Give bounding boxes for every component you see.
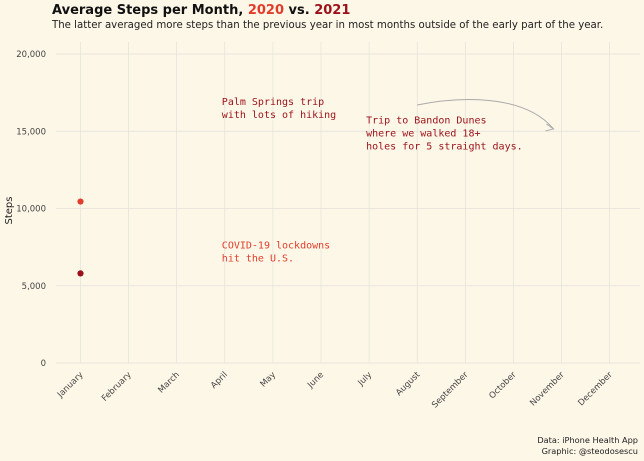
title-year-2021: 2021: [314, 3, 351, 18]
data-point-2020: [77, 198, 84, 205]
x-tick-label: June: [305, 370, 326, 391]
annotation-line: Palm Springs trip: [222, 97, 324, 108]
y-tick-label: 10,000: [16, 205, 46, 215]
annotation-arrow: [417, 99, 554, 130]
mark-layer: [77, 198, 84, 277]
annotation-text: Trip to Bandon Dunes where we walked 18+ h…: [366, 116, 523, 153]
grid-layer: [56, 42, 640, 364]
x-tick-label: May: [259, 370, 279, 390]
title-prefix: Average Steps per Month,: [52, 3, 248, 18]
caption: Data: iPhone Health App Graphic: @steodo…: [537, 435, 638, 457]
x-tick-label: July: [356, 370, 375, 389]
x-tick-label: November: [528, 370, 567, 409]
annotation-layer: Palm Springs trip with lots of hiking Trip…: [222, 97, 555, 265]
x-tick-label: April: [209, 370, 230, 391]
annotation-line: COVID-19 lockdowns: [222, 241, 330, 252]
x-tick-label: February: [100, 370, 134, 404]
y-tick-label: 15,000: [16, 127, 46, 137]
caption-graphic-credit: Graphic: @steodosescu: [541, 446, 638, 456]
annotation-line: with lots of hiking: [222, 110, 336, 121]
annotation-line: Trip to Bandon Dunes: [366, 116, 486, 127]
title-mid: vs.: [284, 3, 315, 18]
x-tick-label: September: [430, 370, 471, 411]
y-axis-title: Steps: [4, 197, 15, 225]
x-tick-label: October: [487, 370, 518, 401]
y-tick-label: 20,000: [16, 50, 46, 60]
chart-title: Average Steps per Month, 2020 vs. 2021: [52, 3, 350, 18]
title-year-2020: 2020: [247, 3, 284, 18]
annotation-line: hit the U.S.: [222, 254, 294, 265]
x-tick-label: March: [156, 370, 181, 395]
annotation-line: holes for 5 straight days.: [366, 142, 523, 153]
y-tick-label: 0: [41, 359, 46, 369]
x-tick-label: December: [576, 370, 615, 409]
x-tick-label: August: [394, 370, 423, 399]
x-tick-label: January: [55, 370, 86, 401]
annotation-text: Palm Springs trip with lots of hiking: [222, 97, 336, 121]
caption-data-source: Data: iPhone Health App: [537, 435, 638, 445]
annotation-arrowhead: [545, 123, 555, 132]
annotation-line: where we walked 18+: [366, 129, 480, 140]
annotation-text: COVID-19 lockdowns hit the U.S.: [222, 241, 330, 265]
y-tick-label: 5,000: [22, 282, 46, 292]
chart-subtitle: The latter averaged more steps than the …: [52, 20, 604, 31]
data-point-2021: [77, 270, 84, 277]
